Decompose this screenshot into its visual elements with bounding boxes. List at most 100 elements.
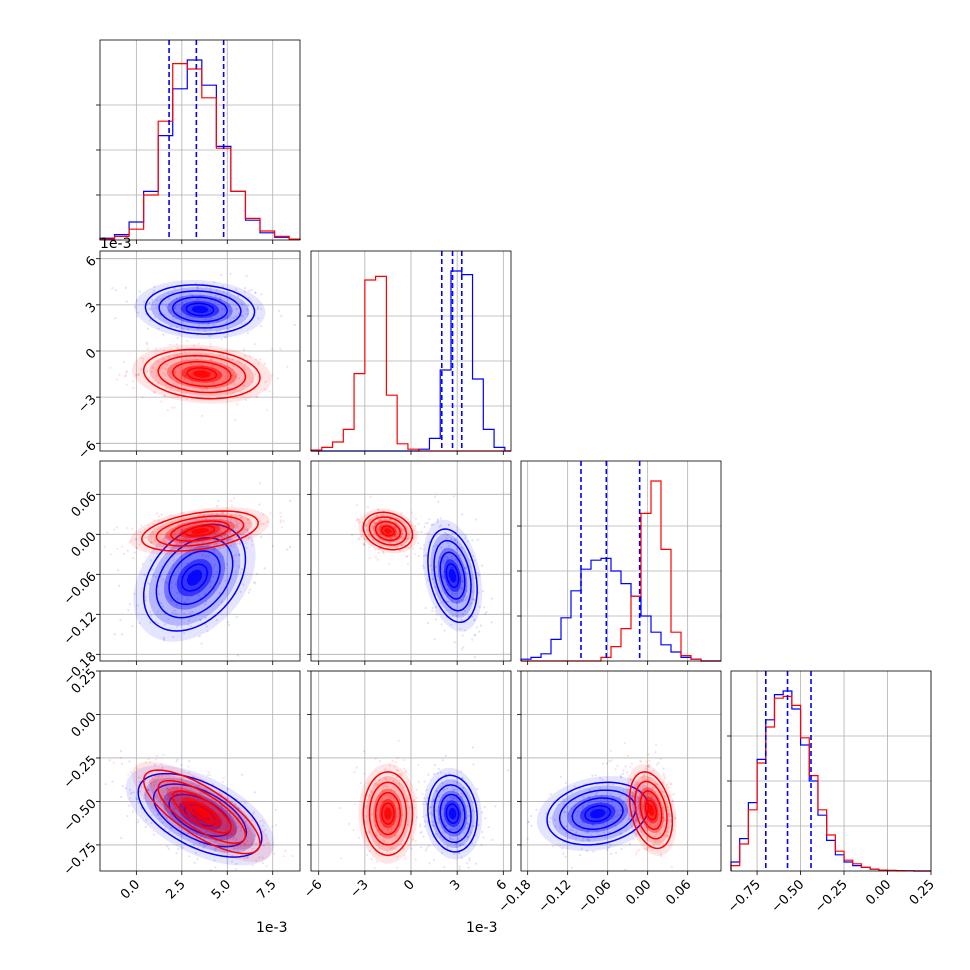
scatter-point xyxy=(229,310,232,313)
scatter-point xyxy=(471,539,474,542)
scatter-point xyxy=(230,514,233,517)
scatter-point xyxy=(564,855,567,858)
scatter-point xyxy=(242,384,245,387)
scatter-point xyxy=(163,394,167,397)
scatter-point xyxy=(423,825,426,828)
scatter-point xyxy=(145,819,148,822)
scatter-point xyxy=(246,313,249,316)
scatter-point xyxy=(214,533,217,536)
scatter-point xyxy=(433,825,436,828)
scatter-point xyxy=(665,831,668,834)
scatter-point xyxy=(212,517,215,520)
scatter-point xyxy=(645,838,648,842)
scatter-point xyxy=(146,788,150,792)
scatter-point xyxy=(154,758,157,761)
scatter-point xyxy=(527,821,530,824)
scatter-point xyxy=(115,378,118,381)
scatter-point xyxy=(146,536,149,539)
scatter-point xyxy=(624,765,627,768)
scatter-point xyxy=(451,838,455,841)
scatter-point xyxy=(186,316,189,319)
scatter-point xyxy=(389,537,392,540)
scatter-point xyxy=(447,542,450,545)
scatter-point xyxy=(227,366,231,369)
scatter-point xyxy=(392,797,396,800)
scatter-point xyxy=(674,817,677,821)
scatter-point xyxy=(372,521,376,524)
scatter-point xyxy=(201,792,204,795)
x-tick-label: 0.0 xyxy=(118,877,143,902)
scatter-point xyxy=(454,827,457,830)
scatter-point xyxy=(563,810,566,813)
scatter-point xyxy=(200,356,203,359)
scatter-point xyxy=(658,813,661,816)
scatter-point xyxy=(365,853,369,857)
scatter-point xyxy=(448,590,451,593)
scatter-point xyxy=(209,585,212,589)
joint-panel-2-3: −0.18 −0.12 −0.06 0.00 0.06 xyxy=(496,670,722,916)
scatter-point xyxy=(200,347,203,350)
scatter-point xyxy=(410,524,413,527)
scatter-point xyxy=(174,783,177,786)
scatter-point xyxy=(364,815,367,818)
scatter-point xyxy=(218,591,221,595)
scatter-point xyxy=(197,324,201,327)
scatter-point xyxy=(210,512,213,515)
scatter-point xyxy=(150,370,153,374)
scatter-point xyxy=(212,575,215,578)
scatter-point xyxy=(457,600,461,603)
scatter-point xyxy=(594,774,597,777)
scatter-point xyxy=(124,286,127,289)
scatter-point xyxy=(462,580,465,583)
scatter-point xyxy=(400,543,403,546)
y-tick-label: 0 xyxy=(83,346,99,362)
scatter-point xyxy=(374,521,377,524)
scatter-point xyxy=(441,793,444,797)
scatter-point xyxy=(114,289,117,292)
scatter-point xyxy=(464,537,467,540)
scatter-point xyxy=(376,816,379,819)
axes-frame xyxy=(730,670,932,872)
scatter-point xyxy=(421,793,424,796)
scatter-point xyxy=(188,760,191,763)
scatter-point xyxy=(356,517,359,521)
scatter-point xyxy=(206,387,209,390)
scatter-point xyxy=(223,800,226,803)
scatter-point xyxy=(143,573,146,577)
scatter-point xyxy=(351,533,354,537)
scatter-point xyxy=(438,525,441,528)
scatter-point xyxy=(132,380,135,383)
scatter-point xyxy=(453,641,456,644)
scatter-point xyxy=(261,819,264,822)
scatter-point xyxy=(471,825,474,828)
scatter-point xyxy=(218,329,222,332)
scatter-point xyxy=(221,818,224,821)
scatter-point xyxy=(473,634,476,637)
scatter-point xyxy=(663,777,667,780)
scatter-point xyxy=(449,828,452,832)
scatter-point xyxy=(141,563,144,566)
scatter-point xyxy=(204,353,208,356)
scatter-point xyxy=(128,603,132,606)
scatter-point xyxy=(379,519,382,522)
scatter-point xyxy=(235,798,238,801)
scatter-point xyxy=(436,519,439,522)
scatter-point xyxy=(646,791,649,794)
scatter-point xyxy=(218,387,221,390)
scatter-point xyxy=(263,567,266,570)
scatter-point xyxy=(120,795,123,799)
scatter-point xyxy=(160,525,163,529)
scatter-point xyxy=(173,314,176,317)
scatter-point xyxy=(113,528,116,531)
scatter-point xyxy=(222,823,225,826)
scatter-point xyxy=(649,823,653,826)
scatter-point xyxy=(220,805,223,808)
scatter-point xyxy=(456,614,459,617)
scatter-point xyxy=(128,804,131,808)
scatter-point xyxy=(422,566,425,570)
scatter-point xyxy=(435,833,438,836)
scatter-point xyxy=(211,359,214,362)
scatter-point xyxy=(188,771,191,774)
scatter-point xyxy=(494,805,497,808)
scatter-point xyxy=(655,871,657,873)
